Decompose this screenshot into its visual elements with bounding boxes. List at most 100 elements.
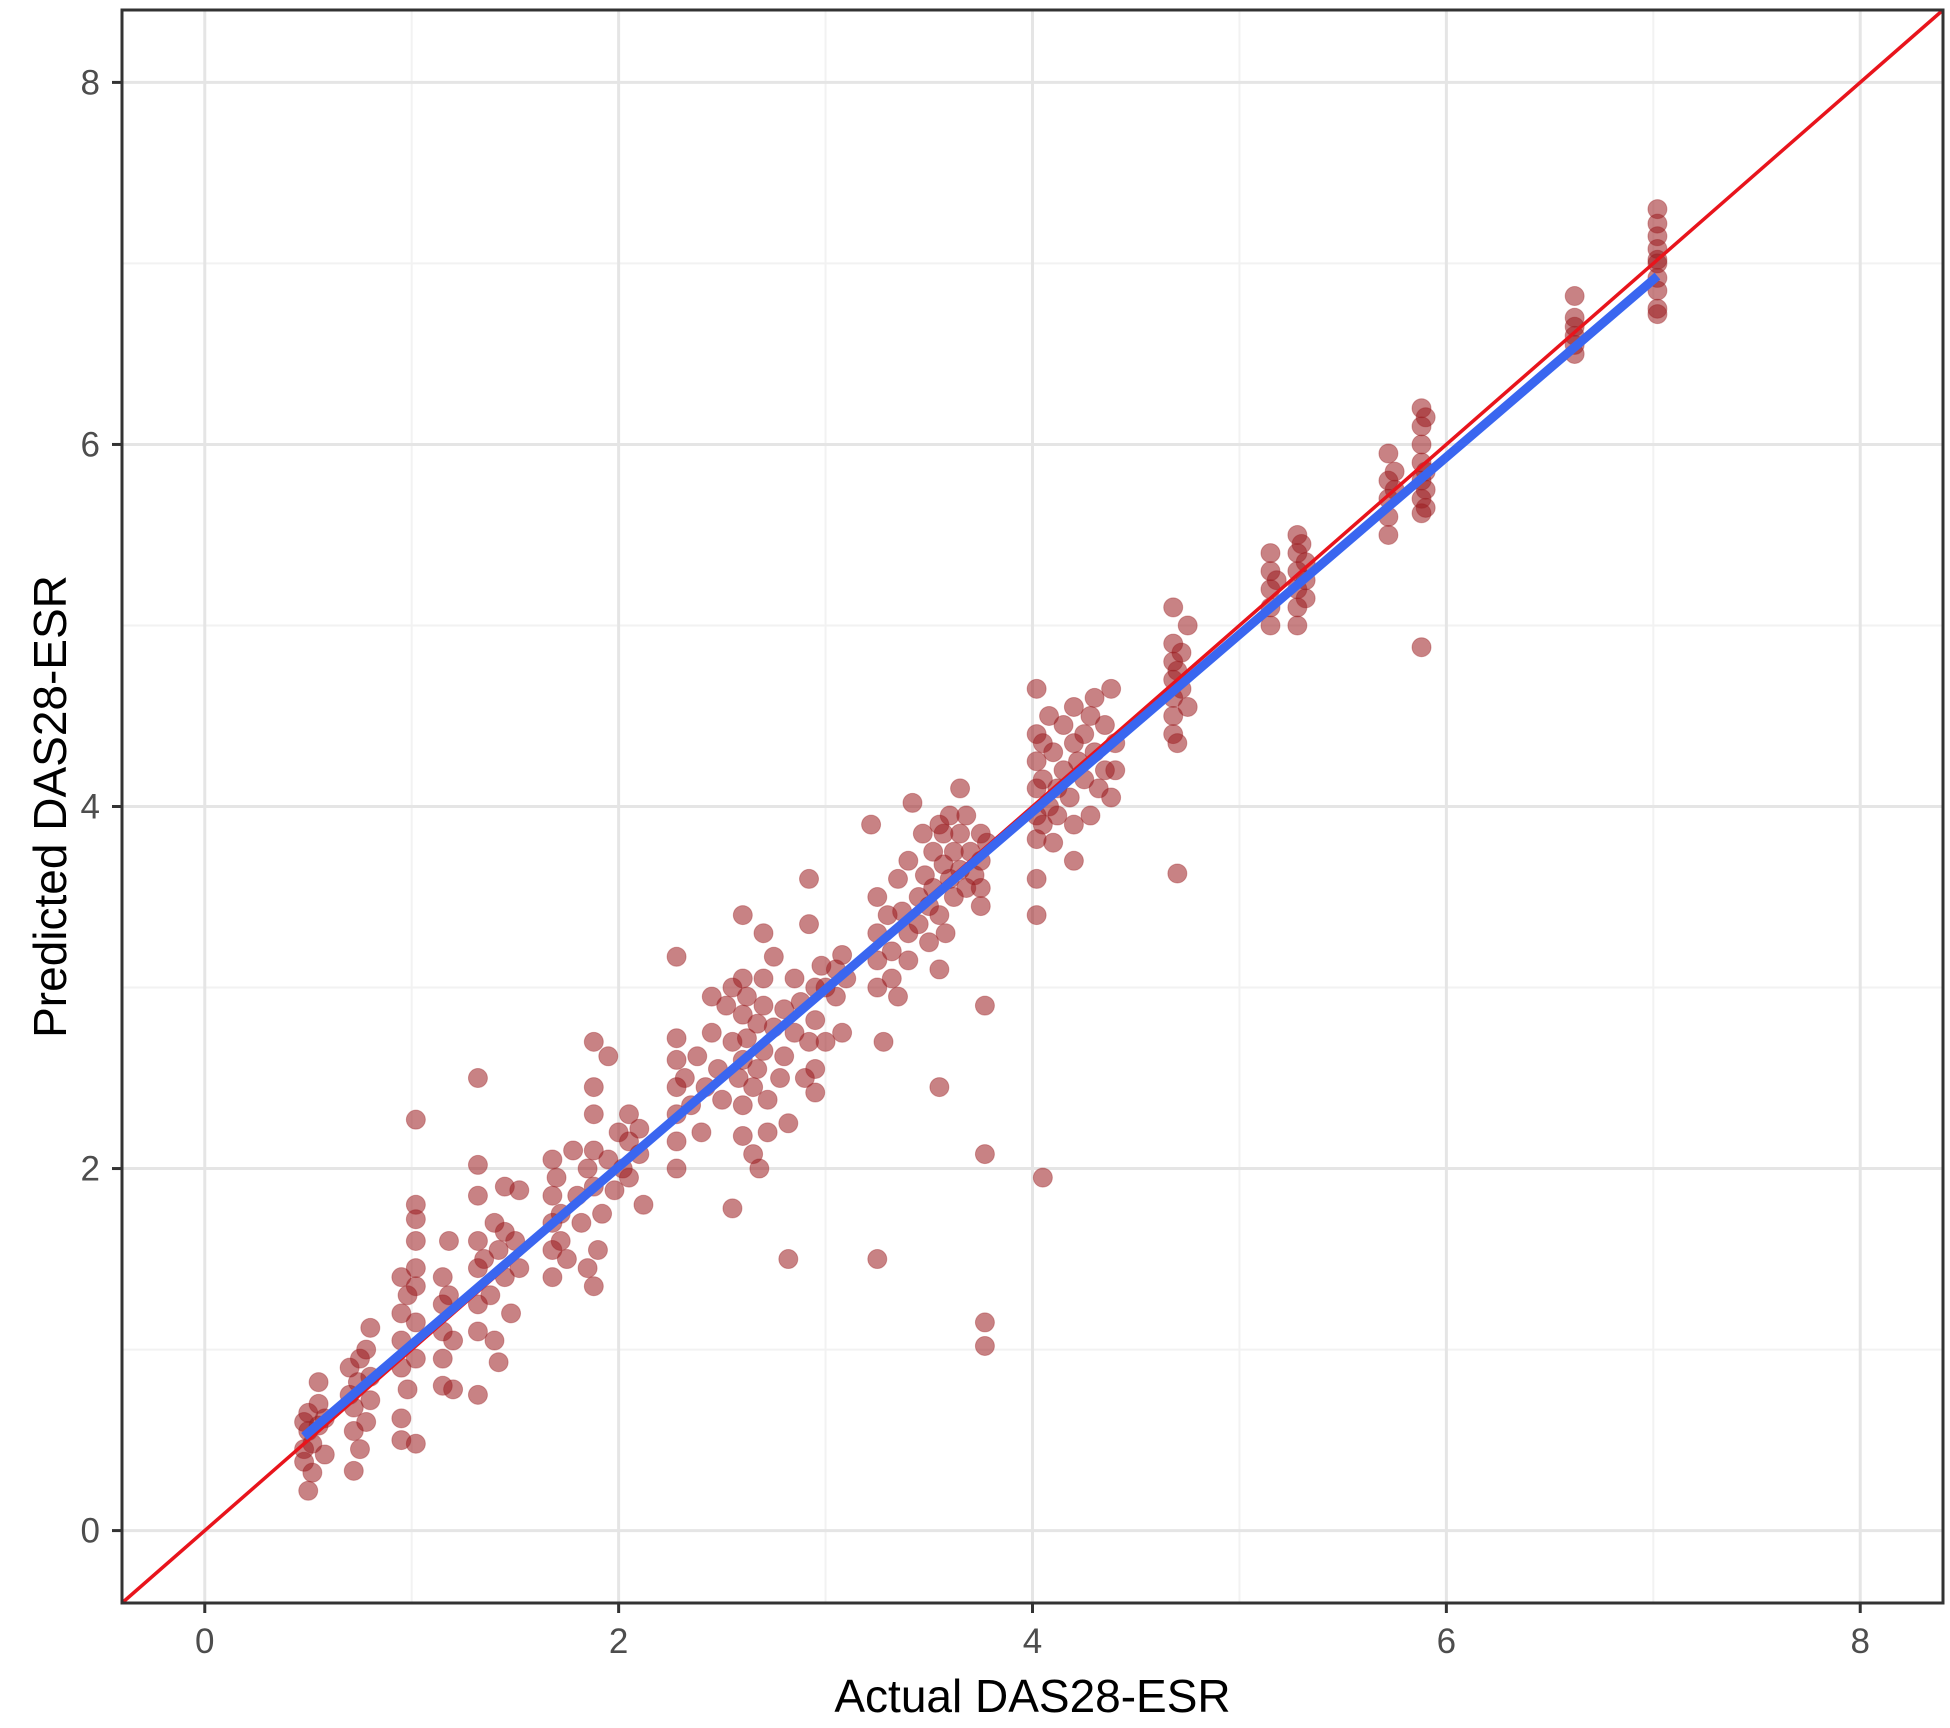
data-point — [587, 1240, 608, 1261]
data-point — [1063, 696, 1084, 717]
x-axis-ticks: 0 2 4 6 8 — [195, 1603, 1870, 1661]
data-point — [732, 905, 753, 926]
data-point — [887, 986, 908, 1007]
data-point — [356, 1411, 377, 1432]
x-axis-title: Actual DAS28-ESR — [834, 1670, 1230, 1722]
data-point — [467, 1230, 488, 1251]
data-point — [298, 1480, 319, 1501]
major-gridlines — [122, 10, 1943, 1603]
data-point — [443, 1330, 464, 1351]
data-point — [898, 850, 919, 871]
data-point — [763, 946, 784, 967]
data-point — [749, 1158, 770, 1179]
data-point — [712, 1089, 733, 1110]
data-point — [784, 1022, 805, 1043]
data-point — [583, 1077, 604, 1098]
data-point — [1564, 286, 1585, 307]
data-point — [1167, 733, 1188, 754]
data-point — [480, 1285, 501, 1306]
data-point — [881, 968, 902, 989]
data-point — [805, 1082, 826, 1103]
data-point — [778, 1249, 799, 1270]
data-point — [701, 1022, 722, 1043]
data-point — [583, 1276, 604, 1297]
data-point — [974, 1144, 995, 1165]
data-point — [467, 1384, 488, 1405]
data-point — [887, 868, 908, 889]
data-point — [1167, 863, 1188, 884]
data-point — [666, 1028, 687, 1049]
data-point — [902, 792, 923, 813]
data-point — [1384, 461, 1405, 482]
data-point — [929, 1077, 950, 1098]
data-point — [583, 1140, 604, 1161]
data-point — [618, 1167, 639, 1188]
data-point — [1266, 570, 1287, 591]
data-point — [747, 1013, 768, 1034]
data-point — [1564, 316, 1585, 337]
data-point — [732, 1125, 753, 1146]
data-point — [919, 932, 940, 953]
regression-line — [301, 272, 1661, 1440]
data-point — [577, 1258, 598, 1279]
data-point — [405, 1109, 426, 1130]
y-axis-ticks: 0 2 4 6 8 — [81, 63, 122, 1551]
data-point — [405, 1433, 426, 1454]
data-point — [867, 977, 888, 998]
data-point — [1084, 687, 1105, 708]
data-point — [1105, 760, 1126, 781]
data-point — [405, 1230, 426, 1251]
data-point — [950, 823, 971, 844]
data-point — [577, 1158, 598, 1179]
data-point — [467, 1321, 488, 1342]
data-point — [1287, 615, 1308, 636]
data-point — [666, 1131, 687, 1152]
data-point — [432, 1348, 453, 1369]
data-point — [1047, 805, 1068, 826]
data-point — [1171, 642, 1192, 663]
data-point — [666, 1158, 687, 1179]
x-tick-label: 8 — [1850, 1622, 1869, 1661]
data-point — [438, 1230, 459, 1251]
data-point — [1378, 443, 1399, 464]
data-point — [970, 896, 991, 917]
data-point — [1080, 705, 1101, 726]
data-point — [618, 1104, 639, 1125]
data-point — [799, 914, 820, 935]
data-point — [732, 968, 753, 989]
data-point — [974, 1312, 995, 1333]
data-point — [691, 1122, 712, 1143]
data-point — [732, 1095, 753, 1116]
data-point — [1026, 868, 1047, 889]
y-tick-label: 4 — [81, 788, 100, 827]
data-point — [666, 1049, 687, 1070]
data-point — [349, 1439, 370, 1460]
data-point — [757, 1122, 778, 1143]
data-point — [467, 1185, 488, 1206]
data-point — [778, 1113, 799, 1134]
data-point — [701, 986, 722, 1007]
data-point — [956, 805, 977, 826]
data-point — [1260, 615, 1281, 636]
data-point — [546, 1167, 567, 1188]
x-tick-label: 4 — [1023, 1622, 1042, 1661]
data-point — [912, 823, 933, 844]
data-point — [583, 1031, 604, 1052]
data-point — [556, 1249, 577, 1270]
data-point — [356, 1339, 377, 1360]
data-point — [1032, 769, 1053, 790]
data-point — [1411, 637, 1432, 658]
data-point — [974, 1335, 995, 1356]
data-point — [542, 1267, 563, 1288]
data-point — [467, 1154, 488, 1175]
data-point — [432, 1267, 453, 1288]
data-point — [542, 1149, 563, 1170]
data-point — [484, 1330, 505, 1351]
data-point — [1101, 787, 1122, 808]
data-point — [832, 1022, 853, 1043]
data-point — [391, 1267, 412, 1288]
data-point — [488, 1240, 509, 1261]
data-point — [391, 1408, 412, 1429]
data-point — [805, 1010, 826, 1031]
data-point — [1260, 543, 1281, 564]
